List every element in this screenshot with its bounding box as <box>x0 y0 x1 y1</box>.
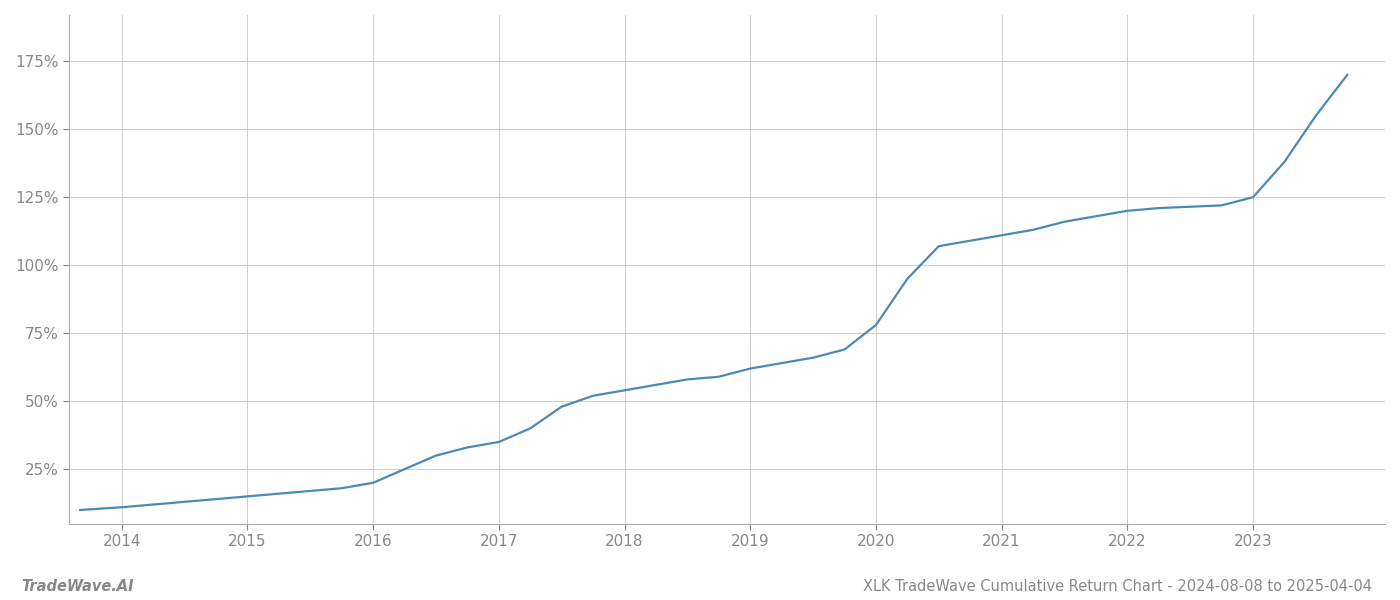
Text: XLK TradeWave Cumulative Return Chart - 2024-08-08 to 2025-04-04: XLK TradeWave Cumulative Return Chart - … <box>862 579 1372 594</box>
Text: TradeWave.AI: TradeWave.AI <box>21 579 133 594</box>
